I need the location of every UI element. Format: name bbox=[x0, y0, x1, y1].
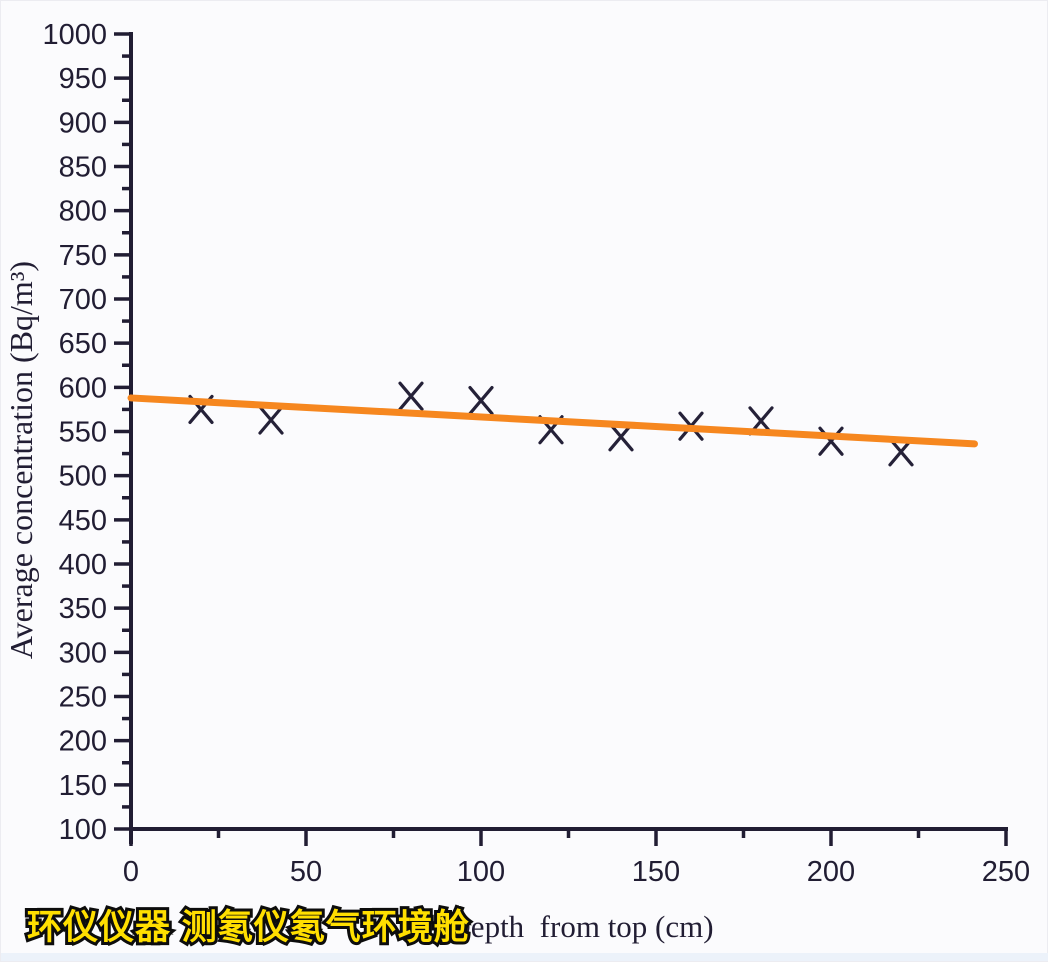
y-tick-label: 650 bbox=[59, 328, 107, 360]
y-tick-label: 850 bbox=[59, 152, 107, 184]
y-tick-label: 1000 bbox=[42, 19, 107, 51]
x-tick-label: 50 bbox=[290, 856, 322, 888]
y-axis-title: Average concentration (Bq/m³) bbox=[3, 260, 39, 660]
y-tick-label: 950 bbox=[59, 63, 107, 95]
y-tick-label: 450 bbox=[59, 505, 107, 537]
measured-points-marker bbox=[818, 426, 844, 456]
x-tick-label: 250 bbox=[982, 856, 1030, 888]
y-tick-label: 200 bbox=[59, 726, 107, 758]
measured-points-marker bbox=[258, 405, 284, 435]
y-tick-label: 500 bbox=[59, 461, 107, 493]
y-tick-label: 150 bbox=[59, 770, 107, 802]
x-tick-label: 100 bbox=[457, 856, 505, 888]
x-tick-label: 150 bbox=[632, 856, 680, 888]
y-tick-label: 400 bbox=[59, 549, 107, 581]
y-tick-label: 100 bbox=[59, 814, 107, 846]
y-tick-label: 800 bbox=[59, 196, 107, 228]
y-tick-label: 900 bbox=[59, 107, 107, 139]
y-tick-label: 600 bbox=[59, 372, 107, 404]
y-tick-label: 350 bbox=[59, 593, 107, 625]
y-tick-label: 750 bbox=[59, 240, 107, 272]
measured-points-marker bbox=[468, 385, 494, 416]
y-tick-label: 300 bbox=[59, 637, 107, 669]
bottom-edge-strip bbox=[1, 953, 1048, 961]
y-tick-label: 700 bbox=[59, 284, 107, 316]
x-tick-label: 0 bbox=[123, 856, 139, 888]
y-tick-label: 250 bbox=[59, 682, 107, 714]
y-tick-label: 550 bbox=[59, 417, 107, 449]
watermark-text: 环仪仪器 测氡仪氡气环境舱 bbox=[24, 905, 472, 950]
measured-points-marker bbox=[398, 381, 424, 411]
trend-line bbox=[127, 394, 978, 448]
x-axis-title: Depth from top (cm) bbox=[448, 909, 714, 944]
x-tick-label: 200 bbox=[807, 856, 855, 888]
